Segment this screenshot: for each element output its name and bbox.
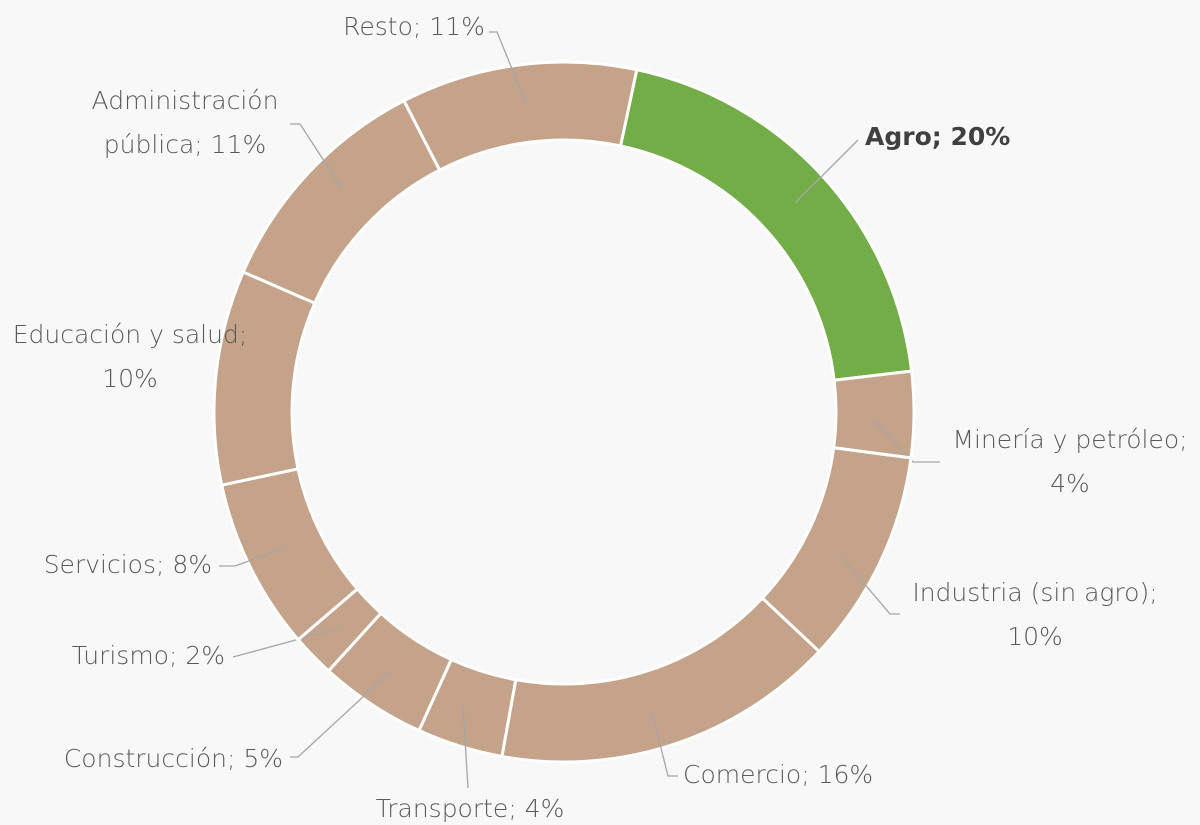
data-label: Agro; 20% — [865, 122, 1010, 151]
data-label: Educación y salud; 10% — [13, 320, 248, 393]
label-line: Servicios; 8% — [44, 550, 212, 579]
data-label: Transporte; 4% — [376, 794, 565, 823]
label-line: Educación y salud; — [13, 320, 248, 349]
data-label: Administración pública; 11% — [92, 86, 279, 159]
data-label: Servicios; 8% — [44, 550, 212, 579]
leader-line — [839, 554, 900, 615]
data-label: Resto; 11% — [343, 12, 485, 41]
label-line: 10% — [1007, 622, 1063, 651]
data-label: Industria (sin agro); 10% — [912, 578, 1157, 651]
label-line: Agro; 20% — [865, 122, 1010, 151]
label-line: 4% — [1050, 469, 1090, 498]
donut-segment — [831, 369, 916, 460]
leader-line — [290, 671, 391, 758]
data-label: Minería y petróleo; 4% — [952, 425, 1187, 498]
label-line: Administración — [92, 86, 279, 115]
donut-segment — [241, 98, 442, 306]
donut-segment — [401, 60, 639, 173]
leader-line — [651, 711, 678, 777]
leader-line — [489, 31, 527, 104]
label-line: Comercio; 16% — [683, 760, 873, 789]
donut-segment — [212, 269, 317, 487]
label-line: 10% — [102, 364, 158, 393]
label-line: pública; 11% — [104, 130, 266, 159]
data-label: Comercio; 16% — [683, 760, 873, 789]
label-line: Transporte; 4% — [376, 794, 565, 823]
data-label: Construcción; 5% — [64, 744, 283, 773]
data-label: Turismo; 2% — [72, 641, 225, 670]
leader-line — [219, 547, 286, 567]
leader-line — [290, 123, 344, 191]
label-line: Minería y petróleo; — [952, 425, 1187, 454]
label-line: Industria (sin agro); — [912, 578, 1157, 607]
label-line: Turismo; 2% — [72, 641, 225, 670]
label-line: Construcción; 5% — [64, 744, 283, 773]
leader-line — [232, 627, 341, 658]
leader-line — [794, 139, 859, 204]
label-line: Resto; 11% — [343, 12, 485, 41]
donut-segment — [500, 596, 822, 764]
donut-segment — [618, 67, 914, 382]
leader-line — [872, 419, 940, 463]
leader-line — [462, 705, 469, 789]
